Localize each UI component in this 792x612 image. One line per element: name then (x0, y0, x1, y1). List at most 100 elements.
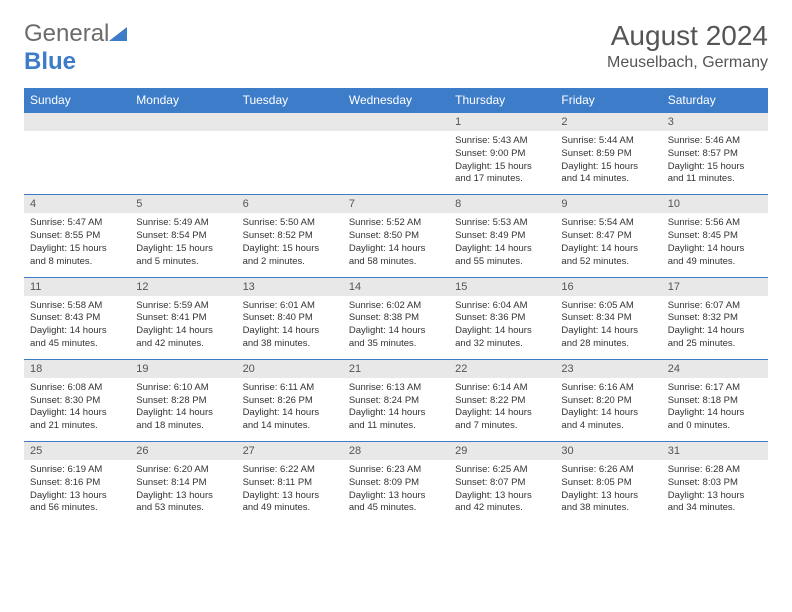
month-title: August 2024 (607, 20, 768, 52)
header: General Blue August 2024 Meuselbach, Ger… (24, 20, 768, 76)
daynum-cell: 9 (555, 194, 661, 213)
week-3-daynums: 18192021222324 (24, 359, 768, 378)
day-cell-line: Sunrise: 6:14 AM (455, 382, 549, 395)
day-cell-line: Daylight: 15 hours and 11 minutes. (668, 161, 762, 187)
day-cell-line: Sunrise: 5:54 AM (561, 217, 655, 230)
daynum-cell: 1 (449, 112, 555, 131)
day-cell (24, 131, 130, 194)
daynum-cell: 31 (662, 441, 768, 460)
day-cell-line: Sunset: 8:41 PM (136, 312, 230, 325)
daynum-cell: 18 (24, 359, 130, 378)
day-header-friday: Friday (555, 88, 661, 112)
day-cell-line: Sunrise: 6:17 AM (668, 382, 762, 395)
day-cell-line: Sunset: 8:59 PM (561, 148, 655, 161)
day-cell-line: Sunset: 8:54 PM (136, 230, 230, 243)
day-cell: Sunrise: 5:52 AMSunset: 8:50 PMDaylight:… (343, 213, 449, 276)
day-cell: Sunrise: 6:14 AMSunset: 8:22 PMDaylight:… (449, 378, 555, 441)
day-cell-line: Sunset: 8:03 PM (668, 477, 762, 490)
day-cell: Sunrise: 5:50 AMSunset: 8:52 PMDaylight:… (237, 213, 343, 276)
day-cell-line: Daylight: 14 hours and 28 minutes. (561, 325, 655, 351)
daynum-cell (130, 112, 236, 131)
day-cell-line: Sunrise: 6:19 AM (30, 464, 124, 477)
daynum-cell: 16 (555, 277, 661, 296)
daynum-cell: 5 (130, 194, 236, 213)
day-header-sunday: Sunday (24, 88, 130, 112)
day-cell-line: Daylight: 14 hours and 45 minutes. (30, 325, 124, 351)
day-header-monday: Monday (130, 88, 236, 112)
day-cell: Sunrise: 6:20 AMSunset: 8:14 PMDaylight:… (130, 460, 236, 523)
daynum-cell: 30 (555, 441, 661, 460)
day-cell-line: Sunrise: 5:47 AM (30, 217, 124, 230)
day-cell-line: Daylight: 15 hours and 2 minutes. (243, 243, 337, 269)
daynum-cell: 10 (662, 194, 768, 213)
daynum-cell: 2 (555, 112, 661, 131)
day-cell-line: Sunrise: 6:23 AM (349, 464, 443, 477)
day-cell: Sunrise: 6:08 AMSunset: 8:30 PMDaylight:… (24, 378, 130, 441)
daynum-cell: 8 (449, 194, 555, 213)
week-1-content: Sunrise: 5:47 AMSunset: 8:55 PMDaylight:… (24, 213, 768, 276)
day-cell-line: Sunrise: 6:04 AM (455, 300, 549, 313)
day-cell-line: Sunrise: 6:11 AM (243, 382, 337, 395)
daynum-cell: 14 (343, 277, 449, 296)
day-cell-line: Sunrise: 5:56 AM (668, 217, 762, 230)
day-cell-line: Sunrise: 5:53 AM (455, 217, 549, 230)
day-cell-line: Daylight: 14 hours and 55 minutes. (455, 243, 549, 269)
day-cell-line: Sunrise: 5:52 AM (349, 217, 443, 230)
day-cell-line: Daylight: 15 hours and 17 minutes. (455, 161, 549, 187)
day-cell-line: Sunrise: 6:28 AM (668, 464, 762, 477)
day-cell: Sunrise: 5:58 AMSunset: 8:43 PMDaylight:… (24, 296, 130, 359)
day-cell-line: Sunset: 8:14 PM (136, 477, 230, 490)
day-cell-line: Daylight: 14 hours and 49 minutes. (668, 243, 762, 269)
day-cell-line: Sunrise: 6:20 AM (136, 464, 230, 477)
location: Meuselbach, Germany (607, 54, 768, 72)
day-cell: Sunrise: 6:17 AMSunset: 8:18 PMDaylight:… (662, 378, 768, 441)
day-header-thursday: Thursday (449, 88, 555, 112)
day-cell-line: Daylight: 14 hours and 18 minutes. (136, 407, 230, 433)
daynum-cell: 3 (662, 112, 768, 131)
day-cell: Sunrise: 6:04 AMSunset: 8:36 PMDaylight:… (449, 296, 555, 359)
daynum-cell: 26 (130, 441, 236, 460)
day-cell-line: Sunset: 8:30 PM (30, 395, 124, 408)
day-cell-line: Sunset: 8:52 PM (243, 230, 337, 243)
day-cell-line: Sunset: 8:18 PM (668, 395, 762, 408)
day-cell: Sunrise: 6:26 AMSunset: 8:05 PMDaylight:… (555, 460, 661, 523)
daynum-cell: 12 (130, 277, 236, 296)
day-cell-line: Daylight: 13 hours and 45 minutes. (349, 490, 443, 516)
day-cell-line: Sunrise: 6:02 AM (349, 300, 443, 313)
day-cell: Sunrise: 5:56 AMSunset: 8:45 PMDaylight:… (662, 213, 768, 276)
week-2-daynums: 11121314151617 (24, 277, 768, 296)
day-cell-line: Daylight: 15 hours and 14 minutes. (561, 161, 655, 187)
day-header-row: SundayMondayTuesdayWednesdayThursdayFrid… (24, 88, 768, 112)
day-cell-line: Daylight: 14 hours and 25 minutes. (668, 325, 762, 351)
day-cell: Sunrise: 6:19 AMSunset: 8:16 PMDaylight:… (24, 460, 130, 523)
day-cell: Sunrise: 5:53 AMSunset: 8:49 PMDaylight:… (449, 213, 555, 276)
week-4-content: Sunrise: 6:19 AMSunset: 8:16 PMDaylight:… (24, 460, 768, 523)
day-cell-line: Sunrise: 6:22 AM (243, 464, 337, 477)
week-0-daynums: 123 (24, 112, 768, 131)
day-cell: Sunrise: 6:23 AMSunset: 8:09 PMDaylight:… (343, 460, 449, 523)
day-cell-line: Daylight: 14 hours and 7 minutes. (455, 407, 549, 433)
daynum-cell: 22 (449, 359, 555, 378)
day-cell-line: Sunset: 8:22 PM (455, 395, 549, 408)
day-cell-line: Daylight: 13 hours and 34 minutes. (668, 490, 762, 516)
day-cell-line: Sunrise: 6:07 AM (668, 300, 762, 313)
day-cell-line: Sunrise: 5:44 AM (561, 135, 655, 148)
day-cell-line: Sunset: 8:38 PM (349, 312, 443, 325)
day-cell-line: Daylight: 14 hours and 35 minutes. (349, 325, 443, 351)
day-cell-line: Sunset: 8:20 PM (561, 395, 655, 408)
day-cell: Sunrise: 6:25 AMSunset: 8:07 PMDaylight:… (449, 460, 555, 523)
day-cell-line: Sunrise: 5:50 AM (243, 217, 337, 230)
daynum-cell: 27 (237, 441, 343, 460)
day-cell-line: Daylight: 13 hours and 38 minutes. (561, 490, 655, 516)
day-cell: Sunrise: 6:11 AMSunset: 8:26 PMDaylight:… (237, 378, 343, 441)
day-cell-line: Sunrise: 6:08 AM (30, 382, 124, 395)
title-block: August 2024 Meuselbach, Germany (607, 20, 768, 72)
day-cell-line: Sunrise: 5:59 AM (136, 300, 230, 313)
day-cell: Sunrise: 5:44 AMSunset: 8:59 PMDaylight:… (555, 131, 661, 194)
day-cell-line: Sunset: 8:43 PM (30, 312, 124, 325)
day-cell-line: Sunrise: 6:05 AM (561, 300, 655, 313)
day-cell-line: Sunset: 8:45 PM (668, 230, 762, 243)
day-cell-line: Sunset: 8:47 PM (561, 230, 655, 243)
day-cell: Sunrise: 6:16 AMSunset: 8:20 PMDaylight:… (555, 378, 661, 441)
day-cell: Sunrise: 5:54 AMSunset: 8:47 PMDaylight:… (555, 213, 661, 276)
